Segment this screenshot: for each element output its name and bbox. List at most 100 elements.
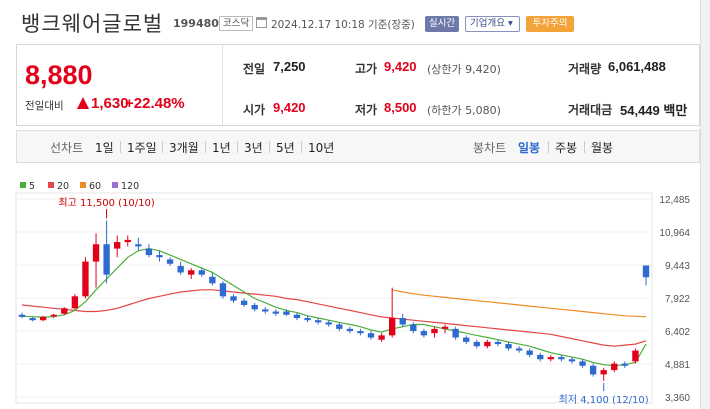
company-info-dropdown[interactable]: 기업개요 ▾	[465, 16, 520, 32]
amount-label: 거래대금	[568, 103, 613, 117]
range-1y[interactable]: 1년	[212, 141, 231, 155]
candle-body	[515, 348, 523, 351]
line-chart-label[interactable]: 선차트	[50, 141, 84, 155]
candle-body	[420, 331, 428, 336]
quote-timestamp: 2024.12.17 10:18 기준(장중)	[271, 19, 415, 31]
range-3y[interactable]: 3년	[244, 141, 263, 155]
candle-body	[71, 296, 79, 309]
legend-label-ma5: 5	[29, 181, 36, 192]
range-3m[interactable]: 3개월	[169, 141, 199, 155]
page-header: 뱅크웨어글로벌 199480 코스닥 2024.12.17 10:18 기준(장…	[0, 0, 710, 44]
legend-swatch-ma5	[20, 182, 26, 188]
candle-body	[473, 341, 480, 347]
period-weekly[interactable]: 주봉	[555, 141, 578, 155]
volume-value: 6,061,488	[608, 59, 666, 74]
toolbar-divider	[548, 141, 549, 153]
candle-body	[611, 363, 618, 371]
open-value: 9,420	[273, 100, 306, 115]
candle-body	[378, 335, 385, 340]
candle-body	[558, 357, 565, 360]
candle-body	[50, 314, 57, 317]
candle-chart-label[interactable]: 봉차트	[473, 141, 507, 155]
range-10y[interactable]: 10년	[308, 141, 335, 155]
investment-warning-badge[interactable]: 투자주의	[526, 16, 574, 32]
candle-body	[357, 331, 364, 334]
up-triangle-icon	[77, 97, 89, 109]
y-tick-label: 12,485	[659, 195, 690, 206]
candle-body	[124, 239, 131, 243]
candle-body	[494, 341, 502, 345]
candle-body	[463, 337, 470, 342]
current-price: 8,880	[25, 60, 93, 90]
high-value: 9,420	[384, 59, 417, 74]
range-1w[interactable]: 1주일	[127, 141, 157, 155]
legend-label-ma60: 60	[89, 181, 102, 192]
candle-body	[505, 344, 512, 349]
candle-body	[156, 255, 163, 258]
candle-body	[166, 259, 174, 264]
stock-name: 뱅크웨어글로벌	[21, 12, 164, 36]
candle-body	[283, 311, 290, 315]
period-daily[interactable]: 일봉	[518, 141, 541, 155]
legend-swatch-ma120	[112, 182, 118, 188]
y-tick-label: 6,402	[665, 327, 690, 338]
candle-body	[82, 261, 89, 297]
candle-body	[209, 276, 216, 284]
y-tick-label: 10,964	[659, 228, 690, 239]
candle-body	[367, 333, 375, 338]
candle-body	[251, 304, 258, 310]
candle-body	[336, 324, 343, 329]
legend-swatch-ma20	[48, 182, 54, 188]
candle-body	[410, 324, 417, 332]
candle-body	[431, 328, 438, 334]
candlestick-svg: 12,485 10,964 9,443 7,922 6,402 4,881 3,360 최고 …	[15, 192, 690, 406]
toolbar-divider	[237, 141, 238, 153]
candle-body	[304, 318, 311, 321]
toolbar-divider	[162, 141, 163, 153]
candle-body	[272, 311, 280, 314]
period-monthly[interactable]: 월봉	[591, 141, 614, 155]
candle-body	[632, 350, 639, 362]
candle-body	[314, 320, 322, 323]
candle-body	[568, 359, 576, 362]
candle-body	[325, 322, 332, 325]
candle-body	[61, 308, 68, 314]
candle-body	[589, 365, 597, 375]
range-5y[interactable]: 5년	[276, 141, 295, 155]
ma60-line	[392, 289, 647, 318]
open-label: 시가	[243, 103, 266, 117]
candle-body	[39, 316, 47, 321]
lower-limit: (하한가 5,080)	[427, 104, 501, 117]
upper-limit: (상한가 9,420)	[427, 63, 501, 76]
low-annotation: 최저 4,100 (12/10)	[559, 394, 649, 406]
candle-body	[388, 318, 396, 336]
candle-body	[92, 244, 100, 262]
scrollbar[interactable]	[700, 0, 710, 409]
candle-body	[103, 244, 110, 275]
price-chart: 5 20 60 120 12,485 10,964 9,443 7,922 6,402 4…	[0, 175, 710, 409]
range-1d[interactable]: 1일	[95, 141, 114, 155]
candle-body	[346, 328, 354, 332]
prev-close-value: 7,250	[273, 59, 306, 74]
candle-body	[262, 309, 269, 312]
candle-body	[600, 370, 607, 375]
low-label: 저가	[355, 103, 378, 117]
high-annotation: 최고 11,500 (10/10)	[58, 197, 154, 209]
volume-label: 거래량	[568, 62, 602, 76]
candle-body	[230, 296, 237, 301]
candle-body	[621, 363, 629, 366]
candle-body	[484, 341, 491, 347]
candle-body	[177, 265, 184, 273]
legend-ma120: 120	[112, 181, 139, 192]
toolbar-divider	[120, 141, 121, 153]
change-label: 전일대비	[25, 100, 64, 112]
toolbar-divider	[269, 141, 270, 153]
y-tick-label: 9,443	[665, 261, 690, 272]
candle-body	[537, 354, 544, 360]
candle-body	[135, 244, 142, 247]
market-badge: 코스닥	[219, 16, 254, 31]
ma20-line	[21, 289, 647, 347]
legend-label-ma120: 120	[121, 181, 140, 192]
realtime-button[interactable]: 실시간	[425, 16, 459, 32]
candle-body	[18, 314, 26, 317]
